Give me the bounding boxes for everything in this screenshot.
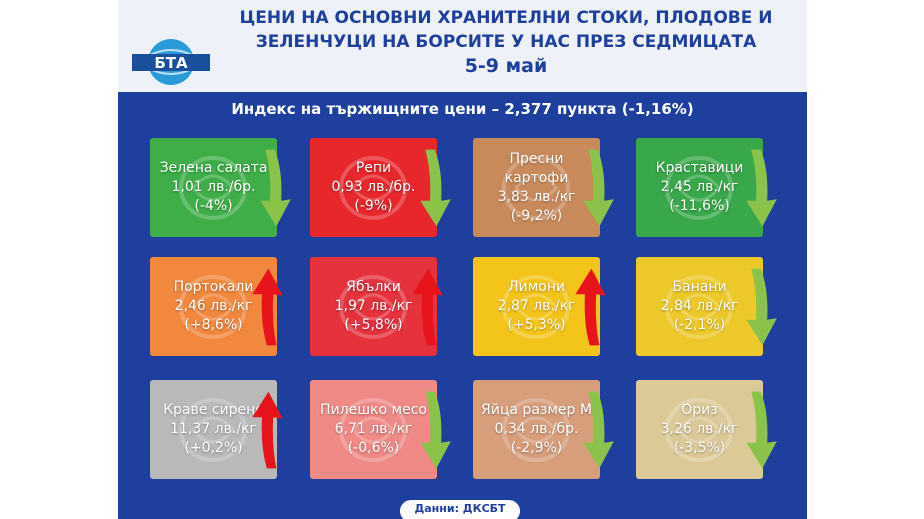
price-change: (-2,9%) [510,440,563,456]
chicken-icon [339,398,407,462]
product-name: Репи [355,160,392,176]
product-price: 11,37 лв./кг [170,421,257,437]
cucumber-icon [665,156,733,220]
product-name: Краве сирене [163,402,264,418]
price-card: Пилешко месо 6,71 лв./кг (-0,6%) [310,380,437,479]
price-change: (+8,6%) [184,317,243,333]
arrow-down-icon [420,149,451,227]
card-text: Ябълки 1,97 лв./кг (+5,8%) [310,257,437,356]
apple-icon [339,275,407,339]
price-card: Банани 2,84 лв./кг (-2,1%) [636,257,763,356]
product-name: Краставици [655,160,744,176]
arrow-down-icon [583,391,614,469]
arrow-down-icon [583,149,614,227]
card-text: Яйца размер М 0,34 лв./бр. (-2,9%) [473,380,600,479]
logo-text: БТА [154,54,188,72]
product-price: 0,34 лв./бр. [494,421,579,437]
product-name: Зелена салата [159,160,268,176]
product-price: 6,71 лв./кг [334,421,413,437]
price-card: Репи 0,93 лв./бр. (-9%) [310,138,437,237]
product-name: Ябълки [346,279,401,295]
price-card: Краставици 2,45 лв./кг (-11,6%) [636,138,763,237]
product-price: 2,87 лв./кг [497,298,576,314]
arrow-up-icon [412,268,443,346]
orange-icon [179,275,247,339]
price-change: (-2,1%) [673,317,726,333]
header-background [118,0,807,92]
cheese-icon [179,398,247,462]
rice-icon [665,398,733,462]
product-price: 3,26 лв./кг [660,421,739,437]
price-card: Яйца размер М 0,34 лв./бр. (-2,9%) [473,380,600,479]
product-name: Портокали [173,279,254,295]
data-source: Данни: ДКСБТ [400,500,520,519]
arrow-down-icon [746,391,777,469]
date-range: 5-9 май [464,55,548,77]
product-name: Пресни картофи [504,150,569,186]
price-change: (+0,2%) [184,440,243,456]
price-change: (-9%) [354,198,393,214]
arrow-down-icon [260,149,291,227]
price-card: Ябълки 1,97 лв./кг (+5,8%) [310,257,437,356]
page-title: ЦЕНИ НА ОСНОВНИ ХРАНИТЕЛНИ СТОКИ, ПЛОДОВ… [216,6,796,78]
price-change: (-0,6%) [347,440,400,456]
card-text: Банани 2,84 лв./кг (-2,1%) [636,257,763,356]
price-card: Портокали 2,46 лв./кг (+8,6%) [150,257,277,356]
arrow-up-icon [252,268,283,346]
arrow-down-icon [420,391,451,469]
lemon-icon [502,275,570,339]
lettuce-icon [179,156,247,220]
price-card: Пресни картофи 3,83 лв./кг (-9,2%) [473,138,600,237]
card-text: Репи 0,93 лв./бр. (-9%) [310,138,437,237]
product-price: 2,84 лв./кг [660,298,739,314]
title-line-1: ЦЕНИ НА ОСНОВНИ ХРАНИТЕЛНИ СТОКИ, ПЛОДОВ… [239,8,773,28]
card-text: Краставици 2,45 лв./кг (-11,6%) [636,138,763,237]
product-name: Пилешко месо [320,402,427,418]
arrow-up-icon [575,268,606,346]
card-text: Портокали 2,46 лв./кг (+8,6%) [150,257,277,356]
price-change: (+5,8%) [344,317,403,333]
card-text: Пресни картофи 3,83 лв./кг (-9,2%) [473,138,600,237]
potato-icon [502,156,570,220]
product-price: 3,83 лв./кг [497,188,576,205]
arrow-down-icon [746,268,777,346]
price-change: (-4%) [194,198,233,214]
product-price: 0,93 лв./бр. [331,179,416,195]
turnip-icon [339,156,407,220]
card-text: Пилешко месо 6,71 лв./кг (-0,6%) [310,380,437,479]
price-change: (-9,2%) [510,207,563,224]
title-line-2: ЗЕЛЕНЧУЦИ НА БОРСИТЕ У НАС ПРЕЗ СЕДМИЦАТ… [255,32,757,52]
product-name: Лимони [507,279,565,295]
price-change: (-11,6%) [669,198,730,214]
card-text: Зелена салата 1,01 лв./бр. (-4%) [150,138,277,237]
product-price: 1,97 лв./кг [334,298,413,314]
product-price: 1,01 лв./бр. [171,179,256,195]
product-price: 2,45 лв./кг [660,179,739,195]
product-price: 2,46 лв./кг [174,298,253,314]
card-text: Ориз 3,26 лв./кг (-3,5%) [636,380,763,479]
infographic: БТА ЦЕНИ НА ОСНОВНИ ХРАНИТЕЛНИ СТОКИ, ПЛ… [118,0,807,519]
banana-icon [665,275,733,339]
price-card: Краве сирене 11,37 лв./кг (+0,2%) [150,380,277,479]
product-name: Яйца размер М [481,402,592,418]
arrow-up-icon [252,391,283,469]
product-name: Банани [672,279,727,295]
price-change: (-3,5%) [673,440,726,456]
eggs-icon [502,398,570,462]
price-card: Лимони 2,87 лв./кг (+5,3%) [473,257,600,356]
price-card: Ориз 3,26 лв./кг (-3,5%) [636,380,763,479]
card-text: Лимони 2,87 лв./кг (+5,3%) [473,257,600,356]
card-text: Краве сирене 11,37 лв./кг (+0,2%) [150,380,277,479]
price-change: (+5,3%) [507,317,566,333]
arrow-down-icon [746,149,777,227]
price-card: Зелена салата 1,01 лв./бр. (-4%) [150,138,277,237]
product-name: Ориз [681,402,718,418]
bta-logo: БТА [132,39,210,85]
market-index: Индекс на тържищните цени – 2,377 пункта… [231,100,694,118]
